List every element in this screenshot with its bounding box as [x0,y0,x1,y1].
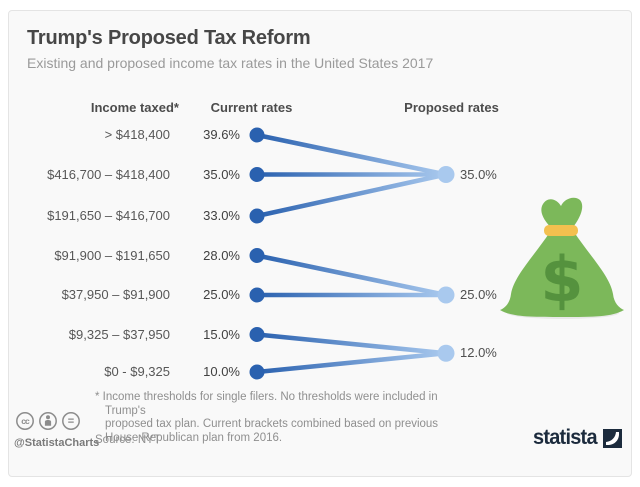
dollar-sign: $ [540,243,583,316]
table-row: $191,650 – $416,700 33.0% [0,207,260,225]
column-header-income: Income taxed* [90,100,179,115]
footnote: * Income thresholds for single filers. N… [95,391,475,445]
column-header-proposed: Proposed rates [404,100,499,115]
chart-card: Trump's Proposed Tax Reform Existing and… [8,10,632,477]
statista-logo-text: statista [533,426,598,449]
income-bracket-label: $191,650 – $416,700 [47,208,170,223]
slope-line [254,172,449,219]
current-rate-dot [249,167,265,182]
proposed-rate-label: 12.0% [460,345,497,361]
statista-logo-mark [603,428,623,448]
column-header-current: Current rates [210,100,293,115]
svg-text:=: = [68,416,74,428]
cc-icon[interactable]: cc [15,411,35,431]
proposed-rate-label: 35.0% [460,166,497,182]
license-icons[interactable]: cc = [15,411,81,431]
income-bracket-label: > $418,400 [104,127,170,142]
footnote-line: proposed tax plan. Current brackets comb… [105,418,439,430]
table-row: $9,325 – $37,950 15.0% [0,326,260,344]
current-rate-dot [249,248,265,263]
attribution-icon[interactable] [38,411,58,431]
slope-line [254,350,449,375]
income-bracket-label: $9,325 – $37,950 [68,326,170,342]
current-rate-dot [249,287,265,303]
current-rate-label: 33.0% [203,208,240,223]
income-bracket-label: $416,700 – $418,400 [47,166,170,182]
table-row: > $418,400 39.6% [0,126,260,144]
table-row: $416,700 – $418,400 35.0% [0,166,260,184]
proposed-rate-dot [437,344,455,362]
income-bracket-label: $91,900 – $191,650 [54,247,170,263]
current-rate-dot [249,327,265,342]
income-bracket-label: $0 - $9,325 [104,364,170,379]
page-subtitle: Existing and proposed income tax rates i… [27,55,434,71]
current-rate-label: 25.0% [203,287,240,302]
money-bag-tie [544,225,578,236]
page-title: Trump's Proposed Tax Reform [27,27,311,49]
current-rate-label: 10.0% [203,364,240,379]
source-label: Source: NYT [95,434,161,446]
current-rate-dot [249,208,265,224]
proposed-rate-dot [437,166,455,183]
money-bag-knot [541,197,583,232]
table-row: $91,900 – $191,650 28.0% [0,247,260,265]
proposed-rate-label: 25.0% [460,287,497,302]
table-row: $0 - $9,325 10.0% [0,363,260,381]
svg-text:cc: cc [21,416,30,426]
money-bag-body [500,232,624,317]
current-rate-label: 39.6% [203,127,240,142]
current-rate-dot [249,364,265,380]
table-row: $37,950 – $91,900 25.0% [0,286,260,304]
footnote-line: * Income thresholds for single filers. N… [95,391,438,417]
no-derivatives-icon[interactable]: = [61,411,81,431]
slope-line [254,132,449,177]
current-rate-dot [249,127,265,143]
current-rate-label: 35.0% [203,166,240,182]
current-rate-label: 28.0% [203,247,240,263]
slope-line [254,253,449,298]
footnote-line: House Republican plan from 2016. [105,431,283,444]
current-rate-label: 15.0% [203,326,240,342]
slope-line [254,332,449,356]
proposed-rate-dot [437,286,455,304]
statista-logo[interactable]: statista [533,426,623,450]
statista-charts-handle[interactable]: @StatistaCharts [14,437,100,449]
income-bracket-label: $37,950 – $91,900 [61,287,170,302]
